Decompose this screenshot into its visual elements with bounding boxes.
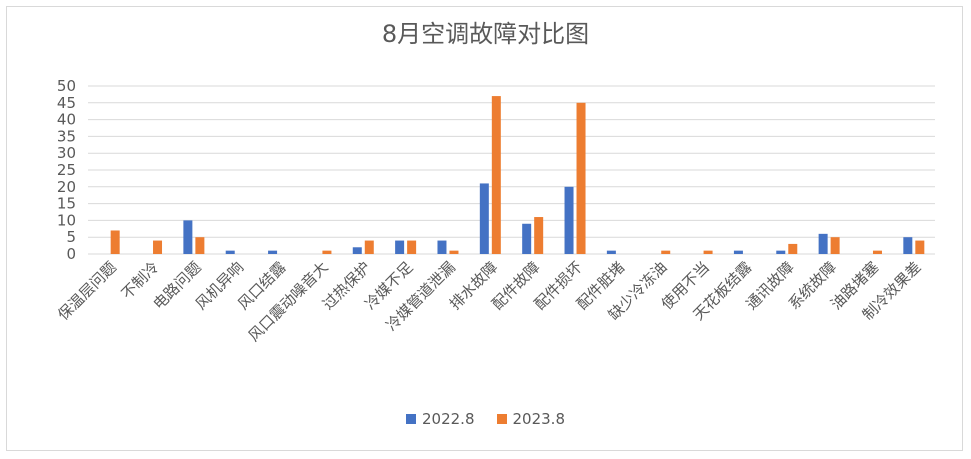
y-tick-label: 25 <box>57 161 76 179</box>
bar-2022.8-通讯故障 <box>776 250 786 254</box>
bar-2023.8-冷媒管道泄漏 <box>449 250 459 254</box>
bar-2023.8-油路堵塞 <box>872 250 882 254</box>
bar-2023.8-配件故障 <box>534 217 544 254</box>
bar-2022.8-过热保护 <box>352 247 362 254</box>
bar-2023.8-缺少冷冻油 <box>661 250 671 254</box>
bar-2023.8-配件损坏 <box>576 102 586 254</box>
y-tick-label: 35 <box>57 127 76 145</box>
legend-swatch-2023 <box>496 414 507 424</box>
bar-2023.8-通讯故障 <box>788 243 798 254</box>
bar-2022.8-制冷效果差 <box>903 237 913 254</box>
x-axis-ticks: 保温层问题不制冷电路问题风机异响风口结露风口震动噪音大过热保护冷媒不足冷媒管道泄… <box>54 258 924 345</box>
legend: 2022.8 2023.8 <box>0 410 971 428</box>
bar-2022.8-冷媒不足 <box>395 240 405 254</box>
bar-2023.8-风口震动噪音大 <box>322 250 332 254</box>
legend-label-2022: 2022.8 <box>422 410 475 428</box>
bar-2023.8-电路问题 <box>195 237 205 254</box>
bar-2022.8-天花板结露 <box>733 250 743 254</box>
bar-2022.8-风机异响 <box>225 250 235 254</box>
y-tick-label: 10 <box>57 211 76 229</box>
bar-2022.8-配件脏堵 <box>606 250 616 254</box>
gridlines <box>88 85 935 255</box>
y-tick-label: 30 <box>57 144 76 162</box>
y-tick-label: 5 <box>66 228 76 246</box>
bar-2022.8-冷媒管道泄漏 <box>437 240 447 254</box>
bar-2023.8-不制冷 <box>153 240 163 254</box>
bar-2023.8-使用不当 <box>703 250 713 254</box>
legend-item-2022: 2022.8 <box>406 410 475 428</box>
legend-label-2023: 2023.8 <box>512 410 566 428</box>
bars <box>110 96 925 254</box>
y-tick-label: 15 <box>57 195 76 213</box>
bar-2023.8-保温层问题 <box>110 230 120 254</box>
legend-swatch-2022 <box>406 414 416 424</box>
bar-2022.8-配件损坏 <box>564 186 574 254</box>
bar-2023.8-冷媒不足 <box>407 240 417 254</box>
chart-title: 8月空调故障对比图 <box>381 20 590 48</box>
y-tick-label: 20 <box>57 178 76 196</box>
y-tick-label: 50 <box>57 77 76 95</box>
x-tick-label: 保温层问题 <box>54 258 120 324</box>
bar-2022.8-电路问题 <box>183 220 193 254</box>
y-tick-label: 40 <box>57 111 76 129</box>
bar-2023.8-系统故障 <box>830 237 840 254</box>
bar-2023.8-制冷效果差 <box>915 240 925 254</box>
bar-2022.8-系统故障 <box>818 233 828 254</box>
bar-2022.8-配件故障 <box>522 223 532 254</box>
bar-2022.8-排水故障 <box>479 183 489 254</box>
legend-item-2023: 2023.8 <box>496 410 566 428</box>
y-tick-label: 0 <box>66 245 76 263</box>
y-tick-label: 45 <box>57 94 76 112</box>
bar-2023.8-排水故障 <box>491 96 501 254</box>
bar-2023.8-过热保护 <box>364 240 374 254</box>
bar-2022.8-风口结露 <box>268 250 278 254</box>
